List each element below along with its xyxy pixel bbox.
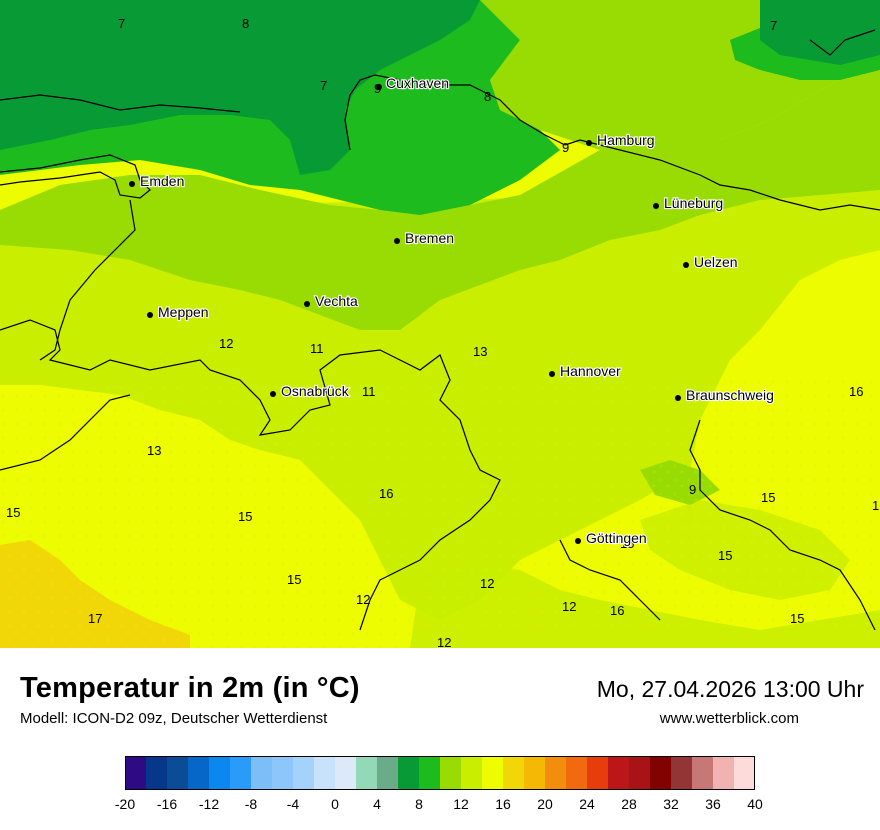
- scale-swatch: [188, 756, 210, 790]
- forecast-datetime: Mo, 27.04.2026 13:00 Uhr: [596, 676, 864, 702]
- scale-swatch: [503, 756, 525, 790]
- scale-swatch: [293, 756, 315, 790]
- scale-tick-label: -8: [244, 796, 258, 812]
- scale-swatch: [419, 756, 441, 790]
- scale-swatch: [692, 756, 714, 790]
- temp-label: 12: [480, 576, 494, 591]
- city-label: Hannover: [560, 363, 621, 379]
- temp-label: 1: [872, 498, 879, 513]
- scale-tick-label: 32: [663, 796, 679, 812]
- scale-swatch: [335, 756, 357, 790]
- scale-swatch: [566, 756, 588, 790]
- scale-swatch: [545, 756, 567, 790]
- temp-label: 16: [379, 486, 393, 501]
- scale-swatch: [671, 756, 693, 790]
- temp-label: 15: [6, 505, 20, 520]
- scale-swatch: [314, 756, 336, 790]
- city-label: Vechta: [315, 293, 358, 309]
- scale-tick-label: 16: [495, 796, 511, 812]
- scale-tick-label: 36: [705, 796, 721, 812]
- scale-swatch: [125, 756, 147, 790]
- temp-label: 7: [770, 18, 777, 33]
- map-title: Temperatur in 2m (in °C): [20, 672, 360, 704]
- map-footer: Temperatur in 2m (in °C) Modell: ICON-D2…: [0, 648, 880, 830]
- scale-swatch: [209, 756, 231, 790]
- city-label: Göttingen: [586, 530, 647, 546]
- temp-label: 8: [484, 89, 491, 104]
- city-label: Braunschweig: [686, 387, 774, 403]
- scale-tick-label: 20: [537, 796, 553, 812]
- scale-swatch: [377, 756, 399, 790]
- scale-tick-label: 12: [453, 796, 469, 812]
- temp-label: 15: [790, 611, 804, 626]
- city-label: Osnabrück: [281, 383, 350, 399]
- temp-label: 15: [238, 509, 252, 524]
- scale-swatch: [251, 756, 273, 790]
- scale-swatch: [167, 756, 189, 790]
- color-scale: [125, 756, 755, 790]
- city-label: Lüneburg: [664, 195, 723, 211]
- scale-swatch: [482, 756, 504, 790]
- temp-label: 12: [356, 592, 370, 607]
- temp-label: 16: [849, 384, 863, 399]
- temp-label: 11: [362, 384, 376, 399]
- scale-swatch: [587, 756, 609, 790]
- scale-tick-label: -4: [286, 796, 300, 812]
- scale-swatch: [524, 756, 546, 790]
- city-label: Hamburg: [597, 132, 655, 148]
- scale-swatch: [146, 756, 168, 790]
- temp-zone-7b: [760, 0, 880, 65]
- temp-label: 9: [562, 140, 569, 155]
- temp-label: 12: [562, 599, 576, 614]
- model-source: Modell: ICON-D2 09z, Deutscher Wetterdie…: [20, 710, 328, 727]
- temp-label: 15: [718, 548, 732, 563]
- scale-swatch: [608, 756, 630, 790]
- scale-swatch: [629, 756, 651, 790]
- scale-swatch: [461, 756, 483, 790]
- website-link[interactable]: www.wetterblick.com: [659, 710, 799, 727]
- temperature-labels: 7 8 7 7 9 8 9 12 11 13 11 16 13 15 15 16…: [6, 16, 879, 648]
- temp-label: 17: [88, 611, 102, 626]
- scale-tick-label: -16: [156, 796, 178, 812]
- boundaries: [0, 29, 880, 631]
- temperature-map: 7 8 7 7 9 8 9 12 11 13 11 16 13 15 15 16…: [0, 0, 880, 648]
- temp-zone-7: [0, 0, 480, 175]
- scale-swatch: [734, 756, 755, 790]
- scale-tick-label: 0: [331, 796, 339, 812]
- temp-label: 12: [219, 336, 233, 351]
- temp-label: 16: [610, 603, 624, 618]
- temp-label: 9: [689, 482, 696, 497]
- city-label: Emden: [140, 173, 184, 189]
- scale-tick-label: 24: [579, 796, 595, 812]
- city-markers: Cuxhaven Hamburg Emden Lüneburg Bremen U…: [129, 74, 775, 547]
- city-label: Bremen: [405, 230, 454, 246]
- scale-tick-label: -12: [198, 796, 220, 812]
- temp-label: 15: [620, 536, 634, 551]
- temp-label: 13: [147, 443, 161, 458]
- temp-label: 15: [761, 490, 775, 505]
- temp-label: 8: [242, 16, 249, 31]
- temp-label: 7: [320, 78, 327, 93]
- scale-tick-label: 28: [621, 796, 637, 812]
- temp-label: 15: [287, 572, 301, 587]
- scale-swatch: [272, 756, 294, 790]
- scale-swatch: [230, 756, 252, 790]
- temp-zone-11: [0, 60, 880, 330]
- scale-swatch: [356, 756, 378, 790]
- city-label: Uelzen: [694, 254, 738, 270]
- scale-tick-label: 40: [747, 796, 763, 812]
- scale-swatch: [440, 756, 462, 790]
- temp-label: 11: [310, 341, 324, 356]
- scale-swatch: [398, 756, 420, 790]
- temp-label: 12: [437, 635, 451, 648]
- scale-swatch: [713, 756, 735, 790]
- scale-tick-label: 8: [415, 796, 423, 812]
- scale-tick-label: 4: [373, 796, 381, 812]
- temp-label: 7: [118, 16, 125, 31]
- scale-tick-label: -20: [114, 796, 136, 812]
- city-label: Meppen: [158, 304, 209, 320]
- city-label: Cuxhaven: [386, 75, 449, 91]
- temp-label: 13: [473, 344, 487, 359]
- scale-swatch: [650, 756, 672, 790]
